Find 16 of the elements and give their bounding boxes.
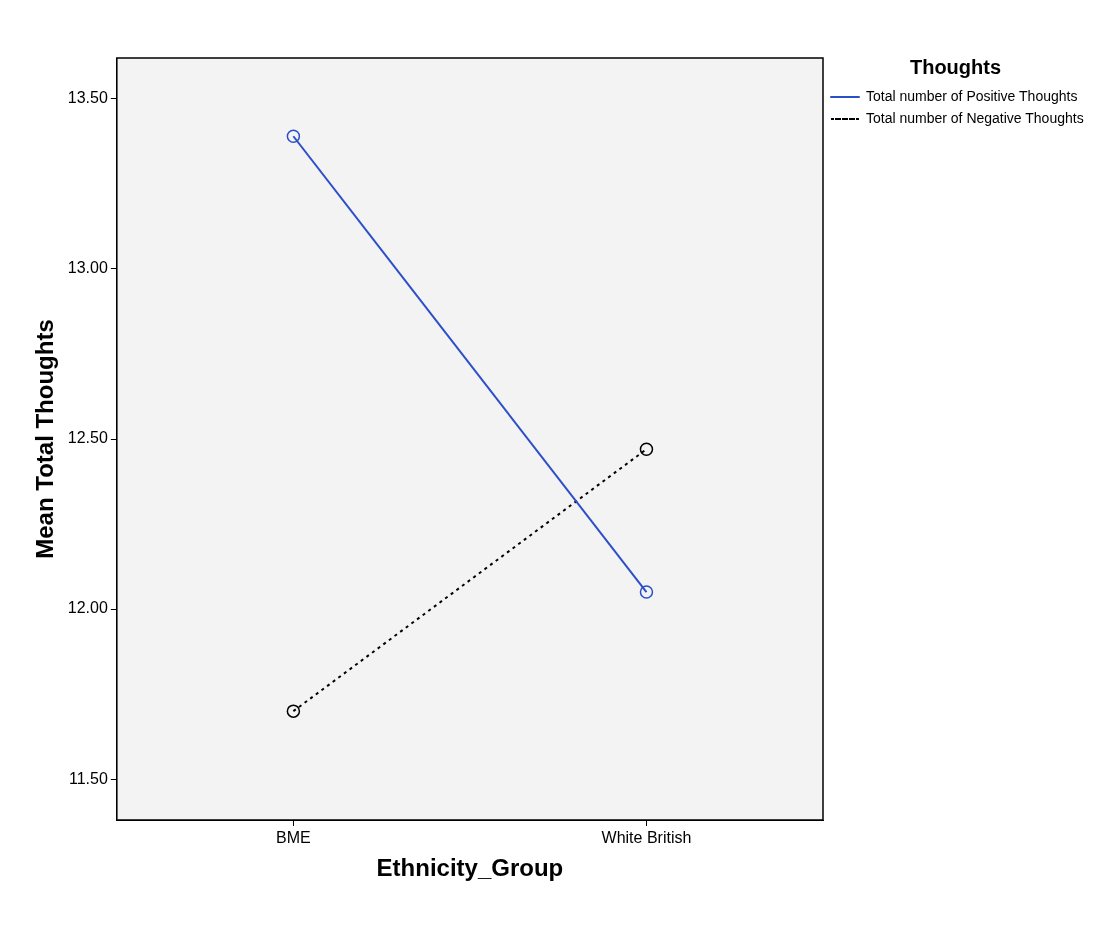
y-axis-title: Mean Total Thoughts [31, 319, 59, 559]
x-tick-label: BME [276, 829, 311, 847]
point [639, 585, 654, 599]
y-tick-label: 13.00 [67, 259, 108, 277]
point [286, 704, 301, 718]
legend-label: Total number of Negative Thoughts [866, 109, 1084, 126]
x-tick-label: White British [601, 829, 692, 847]
legend-label: Total number of Positive Thoughts [866, 87, 1078, 104]
legend-title: Thoughts [909, 55, 1002, 78]
x-axis-title: Ethnicity_Group [376, 854, 564, 882]
y-tick-label: 11.50 [68, 769, 108, 787]
point [286, 129, 301, 143]
point [639, 442, 654, 456]
y-tick-label: 12.00 [67, 599, 108, 617]
y-tick-label: 12.50 [67, 429, 108, 447]
y-tick-label: 13.50 [67, 89, 108, 107]
